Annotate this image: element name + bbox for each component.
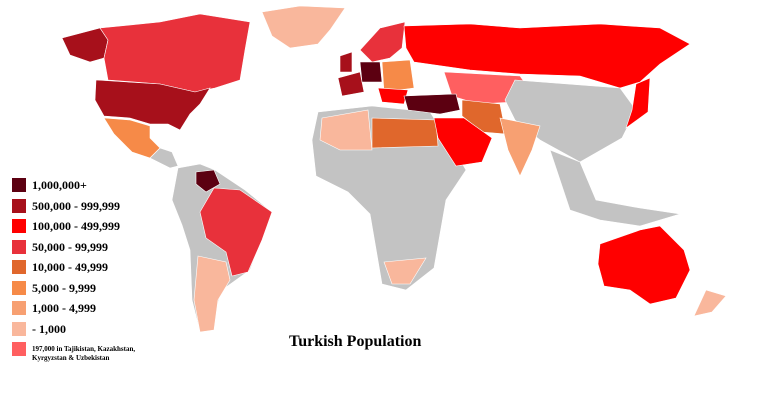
usa xyxy=(94,79,211,131)
libya-egypt xyxy=(371,117,439,149)
legend-swatch xyxy=(12,198,26,213)
france xyxy=(337,71,365,97)
legend-swatch xyxy=(12,342,26,356)
legend-label: 5,000 - 9,999 xyxy=(32,280,96,295)
uk xyxy=(339,51,353,73)
legend-label: 500,000 - 999,999 xyxy=(32,198,120,213)
africa xyxy=(311,105,467,291)
legend-swatch xyxy=(12,219,26,233)
turkey xyxy=(403,93,461,115)
legend-label: 10,000 - 49,999 xyxy=(32,260,108,274)
legend-label: 197,000 in Tajikistan, Kazakhstan, Kyrgy… xyxy=(32,345,136,362)
iran xyxy=(461,99,507,135)
arabia xyxy=(433,117,493,167)
legend-label: - 1,000 xyxy=(32,321,66,336)
legend-swatch xyxy=(12,178,26,192)
legend-label: 100,000 - 499,999 xyxy=(32,219,120,233)
greenland xyxy=(261,5,346,49)
legend-swatch xyxy=(12,239,26,254)
legend-swatch xyxy=(12,301,26,315)
venezuela xyxy=(195,169,221,193)
argentina-chile xyxy=(193,255,231,333)
brazil xyxy=(199,187,273,277)
central-america xyxy=(149,147,179,169)
legend-label: 1,000 - 4,999 xyxy=(32,301,96,315)
new-zealand xyxy=(693,289,727,317)
scandinavia xyxy=(359,21,406,63)
japan xyxy=(625,77,651,129)
southeast-asia xyxy=(549,149,681,227)
legend-swatch xyxy=(12,280,26,295)
south-africa xyxy=(383,257,427,285)
legend-swatch xyxy=(12,321,26,336)
legend-label: 50,000 - 99,999 xyxy=(32,239,108,254)
legend-label: 1,000,000+ xyxy=(32,178,87,192)
algeria xyxy=(319,109,373,151)
india xyxy=(499,117,541,177)
canada xyxy=(99,13,251,93)
australia xyxy=(597,225,691,305)
germany xyxy=(359,61,383,83)
alaska xyxy=(61,27,109,63)
eastern-europe xyxy=(381,59,415,93)
map-title: Turkish Population xyxy=(289,333,422,350)
balkans xyxy=(377,87,409,105)
legend-swatch xyxy=(12,260,26,274)
